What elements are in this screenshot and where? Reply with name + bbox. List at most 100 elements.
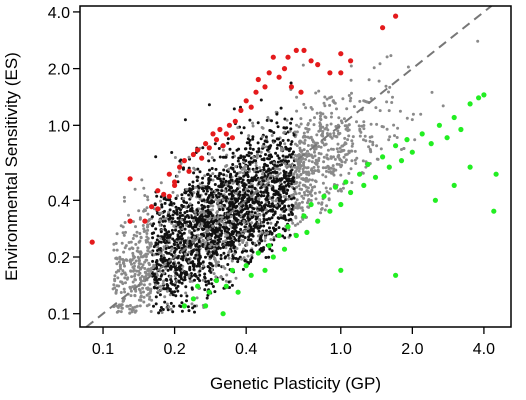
scatter-point	[294, 142, 297, 146]
scatter-point	[278, 201, 282, 205]
scatter-point	[122, 233, 126, 237]
scatter-point	[317, 145, 321, 148]
scatter-point	[293, 165, 297, 169]
green-point	[481, 92, 487, 98]
scatter-point	[210, 282, 214, 286]
scatter-point	[369, 148, 372, 152]
scatter-point	[387, 90, 390, 94]
scatter-point	[362, 138, 365, 142]
scatter-point	[159, 288, 163, 292]
scatter-point	[159, 230, 163, 234]
scatter-point	[200, 235, 203, 239]
scatter-point	[353, 158, 357, 162]
scatter-point	[235, 182, 239, 186]
scatter-point	[290, 213, 294, 216]
scatter-point	[142, 290, 145, 294]
scatter-point	[149, 287, 153, 291]
scatter-point	[244, 203, 248, 207]
scatter-point	[219, 172, 223, 176]
x-tick-label: 1.0	[330, 341, 352, 358]
scatter-point	[128, 307, 132, 311]
scatter-point	[345, 107, 349, 111]
scatter-point	[193, 210, 197, 214]
scatter-point	[169, 200, 173, 204]
scatter-point	[149, 222, 152, 226]
scatter-point	[275, 146, 279, 150]
scatter-point	[117, 260, 121, 264]
scatter-point	[304, 170, 308, 174]
scatter-point	[184, 223, 188, 227]
scatter-point	[121, 231, 125, 235]
scatter-point	[324, 166, 328, 170]
scatter-point	[228, 147, 232, 151]
scatter-point	[291, 221, 295, 225]
scatter-point	[268, 196, 272, 200]
scatter-point	[169, 249, 173, 253]
scatter-point	[257, 193, 261, 197]
scatter-point	[221, 277, 225, 281]
scatter-point	[268, 157, 271, 161]
scatter-point	[139, 291, 143, 295]
scatter-point	[300, 200, 304, 204]
scatter-point	[260, 230, 264, 234]
scatter-point	[239, 234, 243, 238]
scatter-point	[242, 158, 245, 162]
scatter-point	[246, 137, 250, 141]
scatter-point	[159, 308, 162, 312]
scatter-point	[173, 290, 177, 294]
scatter-point	[132, 268, 136, 272]
scatter-point	[129, 294, 133, 298]
scatter-point	[277, 226, 281, 230]
scatter-point	[124, 258, 128, 262]
scatter-point	[241, 267, 245, 271]
scatter-point	[304, 185, 308, 189]
scatter-point	[224, 164, 228, 168]
red-point	[393, 13, 399, 19]
scatter-point	[303, 134, 307, 138]
scatter-point	[246, 197, 250, 201]
scatter-point	[293, 130, 297, 134]
scatter-point	[398, 109, 402, 113]
scatter-point	[189, 195, 193, 199]
scatter-point	[226, 253, 230, 257]
scatter-point	[162, 287, 165, 291]
red-point	[186, 168, 192, 174]
scatter-point	[201, 146, 205, 150]
scatter-point	[324, 142, 328, 146]
scatter-point	[384, 84, 388, 88]
scatter-point	[224, 246, 228, 250]
scatter-point	[211, 178, 215, 182]
scatter-point	[258, 213, 262, 217]
scatter-point	[223, 155, 227, 159]
scatter-point	[225, 196, 229, 200]
scatter-point	[298, 146, 302, 150]
scatter-point	[183, 275, 187, 279]
scatter-point	[364, 139, 368, 143]
scatter-point	[115, 304, 119, 308]
scatter-point	[310, 138, 314, 142]
scatter-point	[196, 220, 200, 224]
scatter-point	[144, 255, 148, 259]
scatter-point	[332, 134, 336, 138]
scatter-point	[225, 243, 229, 247]
scatter-point	[228, 223, 232, 227]
scatter-point	[142, 300, 146, 304]
scatter-point	[259, 98, 263, 102]
scatter-point	[233, 227, 237, 231]
scatter-point	[259, 235, 263, 239]
scatter-point	[203, 275, 207, 279]
scatter-point	[368, 139, 372, 143]
scatter-point	[367, 145, 371, 149]
scatter-point	[247, 189, 251, 193]
red-point	[338, 51, 344, 57]
scatter-point	[341, 186, 345, 190]
scatter-point	[312, 171, 316, 175]
scatter-point	[288, 153, 292, 157]
scatter-point	[208, 244, 212, 248]
scatter-point	[199, 210, 203, 214]
scatter-point	[331, 164, 335, 168]
scatter-point	[211, 195, 215, 199]
scatter-point	[119, 257, 122, 261]
scatter-point	[232, 215, 236, 219]
scatter-point	[293, 153, 297, 157]
